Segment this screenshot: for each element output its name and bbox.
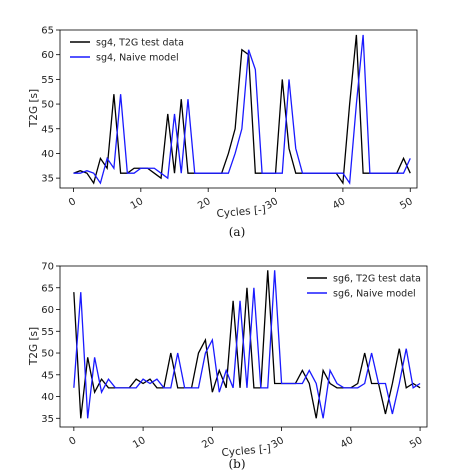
y-tick-label: 45 <box>41 124 54 135</box>
x-tick-label: 20 <box>200 435 217 451</box>
y-tick-label: 60 <box>41 305 54 316</box>
y-tick-label: 65 <box>41 283 54 294</box>
x-tick-label: 10 <box>131 435 148 451</box>
x-tick-label: 40 <box>339 435 356 451</box>
series-line-naive-model <box>73 270 421 419</box>
series-line-test-data <box>73 34 411 185</box>
y-tick-label: 65 <box>41 26 54 37</box>
y-tick-label: 55 <box>41 75 54 86</box>
series-line-test-data <box>73 270 421 419</box>
plot-frame <box>59 29 418 189</box>
legend-entry: sg4, T2G test data <box>96 38 184 49</box>
y-tick-label: 50 <box>41 100 54 111</box>
figure-caption: (b) <box>228 457 245 471</box>
x-tick-label: 30 <box>270 435 287 451</box>
y-tick-label: 40 <box>41 149 54 160</box>
legend-entry: sg6, T2G test data <box>333 274 421 285</box>
x-tick-label: 20 <box>196 196 213 212</box>
x-tick-label: 30 <box>264 196 281 212</box>
x-tick-label: 0 <box>67 435 78 448</box>
series-line-naive-model <box>73 34 411 185</box>
legend-entry: sg4, Naive model <box>96 53 179 64</box>
y-tick-label: 45 <box>41 370 54 381</box>
y-tick-label: 55 <box>41 327 54 338</box>
plot-frame <box>59 265 428 428</box>
figure-caption: (a) <box>229 225 246 239</box>
y-tick-label: 40 <box>41 392 54 403</box>
legend: sg4, T2G test data sg4, Naive model <box>70 38 184 64</box>
x-tick-label: 10 <box>129 196 146 212</box>
y-tick-label: 35 <box>41 414 54 425</box>
y-tick-label: 50 <box>41 349 54 360</box>
x-axis-label: Cycles [-] <box>221 443 271 459</box>
y-tick-label: 35 <box>41 174 54 185</box>
x-tick-label: 40 <box>331 196 348 212</box>
y-tick-label: 60 <box>41 50 54 61</box>
chart-panel-2: 35 40 45 50 55 60 65 70 0 10 20 30 40 50 Cycles [-] T2G… <box>28 262 428 471</box>
legend: sg6, T2G test data sg6, Naive model <box>307 274 421 300</box>
x-tick-label: 50 <box>398 196 415 212</box>
chart-panel-1: 35 40 45 50 55 60 65 0 10 20 30 40 50 Cycles [-] T2G [… <box>28 26 418 239</box>
y-tick-label: 70 <box>41 262 54 273</box>
x-tick-label: 50 <box>408 435 425 451</box>
y-axis-label: T2G [s] <box>28 89 40 128</box>
x-axis-label: Cycles [-] <box>216 204 266 220</box>
x-tick-label: 0 <box>67 196 78 209</box>
y-axis-label: T2G [s] <box>28 327 40 366</box>
legend-entry: sg6, Naive model <box>333 289 416 300</box>
